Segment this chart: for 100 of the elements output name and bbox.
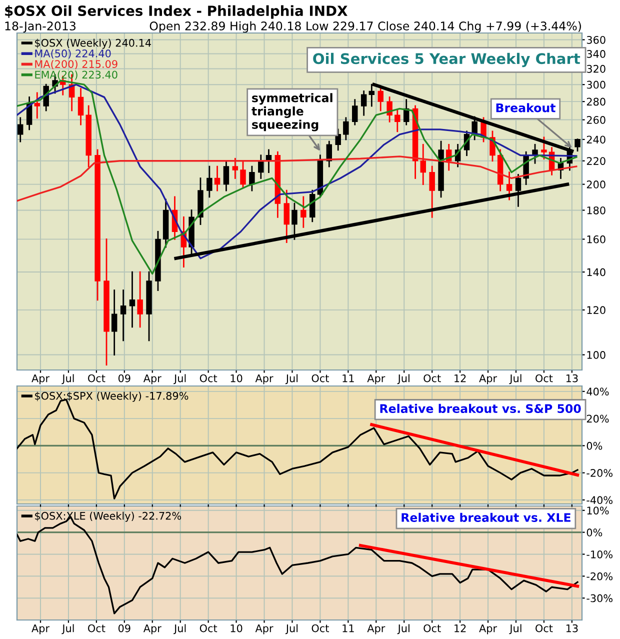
x-tick-label: 13	[566, 624, 578, 632]
annotation: Relative breakout vs. XLE	[402, 512, 570, 522]
x-tick-label: Apr	[255, 624, 274, 634]
annotation: Oil Services 5 Year Weekly Chart	[313, 52, 580, 68]
chart-subtitle: 18-Jan-2013	[5, 21, 76, 33]
y-tick-label: -20%	[586, 572, 613, 580]
candlestick	[214, 166, 220, 192]
candlestick	[120, 290, 126, 342]
x-tick-label: 11	[342, 624, 354, 632]
x-tick-label: Jul	[285, 624, 298, 634]
y-tick-label: 10%	[587, 506, 609, 514]
candlestick	[300, 196, 306, 228]
x-tick-label: Jul	[509, 374, 522, 384]
candlestick	[506, 172, 512, 200]
x-tick-label: Apr	[479, 624, 498, 634]
candlestick	[249, 166, 255, 192]
x-tick-label: 11	[342, 374, 354, 382]
y-tick-label: 240	[586, 136, 606, 144]
candlestick	[206, 166, 212, 198]
candlestick	[240, 160, 246, 188]
y-tick-label: 40%	[586, 388, 609, 396]
x-tick-label: Jul	[397, 374, 410, 384]
x-tick-label: Apr	[367, 374, 386, 384]
text: Open 232.89 High 240.18 Low 229.17 Close 240.14 Chg +7.99 (+3.44%)	[150, 21, 581, 33]
x-tick-label: Jul	[397, 624, 410, 634]
candlestick	[111, 290, 118, 356]
candlestick	[378, 86, 384, 112]
annotation: symmetrical triangle squeezing	[252, 93, 332, 132]
candlestick	[541, 136, 547, 160]
legend-label: MA(200) 215.09	[35, 60, 118, 70]
x-tick-label: Jul	[285, 374, 298, 384]
candlestick	[394, 110, 400, 132]
x-tick-label: Apr	[32, 374, 50, 384]
x-tick-label: 09	[118, 624, 130, 632]
y-tick-label: -30%	[586, 594, 613, 602]
y-tick-label: 320	[586, 64, 606, 73]
y-tick-label: 200	[586, 180, 606, 188]
candlestick	[223, 160, 230, 192]
x-tick-label: Jul	[174, 374, 186, 384]
annotation: Breakout	[496, 103, 556, 112]
y-tick-label: 180	[587, 206, 606, 214]
legend-label: $OSX (Weekly) 240.14	[35, 38, 151, 49]
x-tick-label: 13	[566, 374, 578, 382]
candlestick	[352, 99, 358, 126]
x-tick-label: 12	[454, 624, 466, 632]
candlestick	[284, 190, 290, 243]
candlestick	[137, 271, 143, 328]
y-tick-label: 120	[587, 306, 606, 314]
y-tick-label: 280	[586, 98, 606, 106]
y-tick-label: 20%	[586, 414, 609, 423]
candlestick	[343, 117, 349, 140]
candlestick	[129, 271, 136, 328]
candlestick	[78, 88, 84, 126]
x-tick-label: Oct	[88, 624, 106, 632]
x-tick-label: Oct	[312, 374, 329, 382]
x-tick-label: Oct	[536, 624, 553, 632]
x-tick-label: Jul	[509, 624, 522, 634]
legend-label: $OSX:XLE (Weekly) -22.72%	[35, 512, 182, 522]
y-tick-label: -10%	[586, 550, 613, 558]
y-tick-label: 0%	[586, 528, 602, 536]
line-series	[17, 156, 578, 202]
annotation: Relative breakout vs. S&P 500	[380, 404, 581, 414]
x-tick-label: Oct	[424, 374, 441, 382]
y-tick-label: 140	[587, 268, 606, 276]
candlestick	[258, 154, 264, 179]
candlestick	[232, 158, 238, 179]
x-tick-label: Apr	[479, 374, 498, 384]
x-tick-label: Apr	[143, 374, 162, 384]
x-tick-label: Oct	[312, 624, 329, 632]
x-tick-label: 10	[230, 624, 242, 632]
y-tick-label: 220	[586, 157, 606, 165]
x-tick-label: Apr	[32, 624, 50, 634]
candlestick	[360, 90, 367, 116]
y-tick-label: 160	[587, 235, 606, 244]
x-tick-label: Oct	[424, 624, 441, 632]
x-tick-label: Jul	[174, 624, 186, 634]
y-tick-label: 100	[587, 351, 606, 359]
candlestick	[335, 128, 341, 151]
y-tick-label: 300	[586, 80, 606, 89]
x-tick-label: Jul	[62, 624, 74, 634]
x-tick-label: Oct	[200, 624, 218, 632]
y-tick-label: 260	[586, 116, 606, 124]
x-tick-label: 12	[454, 374, 466, 382]
x-tick-label: Apr	[255, 374, 274, 384]
candlestick	[386, 96, 392, 122]
candlestick	[420, 144, 426, 185]
candlestick	[17, 117, 24, 142]
candlestick	[292, 202, 298, 240]
candlestick	[574, 138, 580, 152]
candlestick	[429, 166, 435, 218]
x-tick-label: 10	[230, 374, 242, 382]
x-tick-label: Oct	[536, 374, 553, 382]
y-tick-label: -20%	[586, 469, 613, 477]
x-tick-label: Jul	[62, 374, 74, 384]
candlestick	[34, 92, 40, 119]
x-tick-label: Apr	[367, 624, 386, 634]
x-tick-label: Oct	[88, 374, 106, 382]
x-tick-label: 09	[118, 374, 130, 382]
y-tick-label: 340	[586, 50, 606, 58]
legend-label: MA(50) 224.40	[35, 49, 111, 59]
